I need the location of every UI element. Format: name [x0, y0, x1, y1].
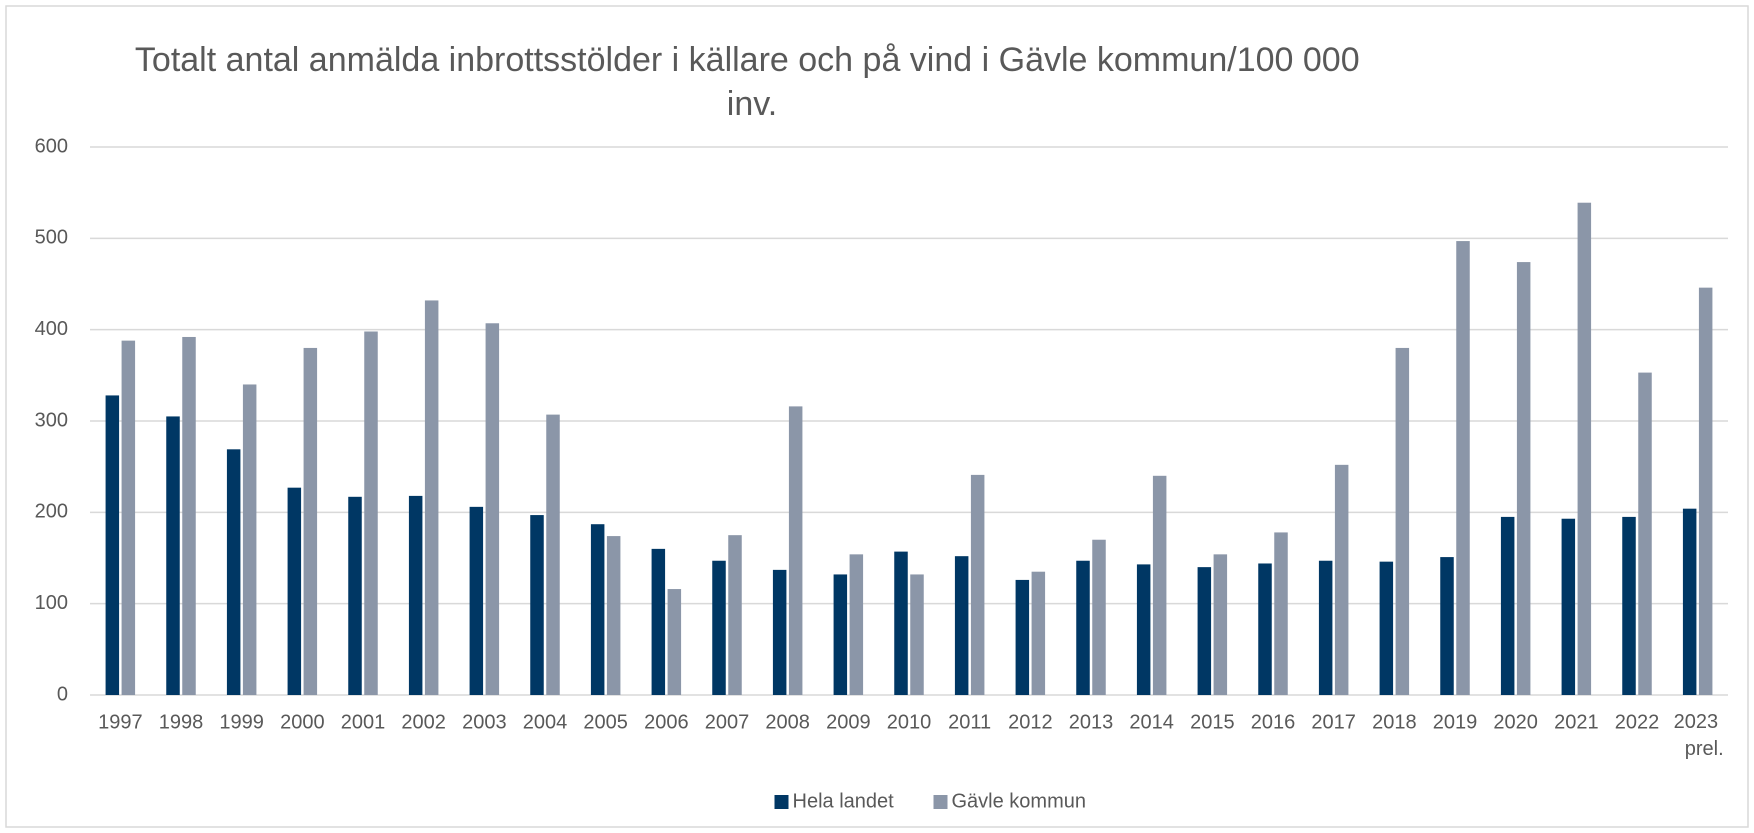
bar	[833, 574, 848, 695]
bar	[287, 487, 302, 695]
bar	[1152, 475, 1167, 695]
bar	[651, 548, 666, 695]
y-tick-label: 200	[35, 501, 68, 523]
bar	[242, 384, 257, 695]
bar	[182, 336, 196, 695]
bar	[590, 524, 605, 695]
bar	[1395, 347, 1410, 695]
x-tick-label: 2012	[1008, 711, 1053, 733]
bar	[1622, 516, 1636, 695]
bar	[1638, 372, 1652, 695]
bar	[894, 551, 908, 695]
x-tick-label: 2015	[1190, 711, 1235, 733]
y-tick-label: 600	[35, 135, 68, 157]
y-tick-label: 400	[35, 318, 68, 340]
bar	[1516, 262, 1531, 695]
x-tick-label: 2000	[280, 711, 325, 733]
legend-label: Hela landet	[793, 790, 895, 812]
x-tick-label: 2007	[705, 711, 750, 733]
bar	[1136, 564, 1151, 695]
y-tick-label: 500	[35, 227, 68, 249]
bar	[1682, 508, 1697, 695]
bar	[1092, 539, 1106, 695]
bar	[712, 560, 726, 695]
x-tick-label: 2014	[1129, 711, 1174, 733]
x-tick-label: 2021	[1554, 711, 1599, 733]
bar	[1031, 571, 1046, 695]
x-tick-label: 2006	[644, 711, 689, 733]
bar	[166, 416, 180, 695]
x-tick-label: 2005	[583, 711, 628, 733]
bar	[226, 449, 241, 695]
bar	[1334, 464, 1349, 695]
y-tick-label: 0	[57, 683, 68, 705]
bar	[105, 395, 120, 695]
bar	[1258, 563, 1272, 695]
chart-frame	[5, 5, 1749, 828]
bar	[1379, 561, 1394, 695]
x-tick-label: 1999	[219, 711, 264, 733]
legend-swatch	[933, 795, 948, 809]
x-tick-label: 2004	[523, 711, 568, 733]
bar	[772, 569, 787, 695]
bar	[606, 536, 621, 695]
bar	[485, 323, 500, 695]
x-tick-label: 2009	[826, 711, 871, 733]
legend-swatch	[774, 795, 789, 809]
bar	[1500, 516, 1515, 695]
x-tick-label: 2016	[1251, 711, 1296, 733]
bar	[121, 340, 136, 695]
bar	[530, 515, 544, 695]
x-tick-label: 2008	[765, 711, 810, 733]
bar	[1561, 518, 1576, 695]
bar	[910, 574, 924, 695]
bar	[303, 347, 318, 695]
x-tick-label: 2003	[462, 711, 507, 733]
bar	[1213, 554, 1228, 695]
bar	[1197, 567, 1212, 695]
bar	[1015, 579, 1030, 695]
x-tick-label: 2002	[401, 711, 446, 733]
x-tick-label: 1997	[98, 711, 143, 733]
bar	[1274, 532, 1288, 695]
x-tick-label: 2001	[341, 711, 386, 733]
x-tick-label: 2020	[1493, 711, 1538, 733]
bar	[469, 506, 484, 695]
bar	[408, 495, 423, 695]
x-tick-label: 2013	[1069, 711, 1114, 733]
y-tick-label: 300	[35, 409, 68, 431]
bar	[788, 406, 803, 695]
bar	[970, 474, 985, 695]
bar	[1076, 560, 1090, 695]
bar	[546, 414, 560, 695]
bar	[424, 300, 439, 695]
bar	[1440, 557, 1454, 695]
y-tick-label: 100	[35, 592, 68, 614]
x-tick-label: 2023 prel.	[1674, 711, 1724, 760]
bar	[1318, 560, 1333, 695]
x-tick-label: 2010	[887, 711, 932, 733]
bar	[1577, 202, 1592, 696]
bar	[1698, 287, 1713, 695]
bar	[667, 589, 682, 695]
x-tick-label: 2011	[948, 711, 991, 733]
x-tick-label: 2022	[1615, 711, 1660, 733]
bar	[348, 496, 362, 695]
x-tick-label: 1998	[159, 711, 204, 733]
bar	[364, 331, 378, 695]
chart-title: Totalt antal anmälda inbrottsstölder i k…	[135, 41, 1369, 123]
bar	[849, 554, 864, 695]
x-tick-label: 2018	[1372, 711, 1417, 733]
legend-label: Gävle kommun	[952, 790, 1087, 812]
bar	[728, 535, 742, 695]
x-tick-label: 2017	[1311, 711, 1356, 733]
bar	[1456, 241, 1470, 695]
bar	[954, 556, 969, 695]
x-tick-label: 2019	[1433, 711, 1478, 733]
